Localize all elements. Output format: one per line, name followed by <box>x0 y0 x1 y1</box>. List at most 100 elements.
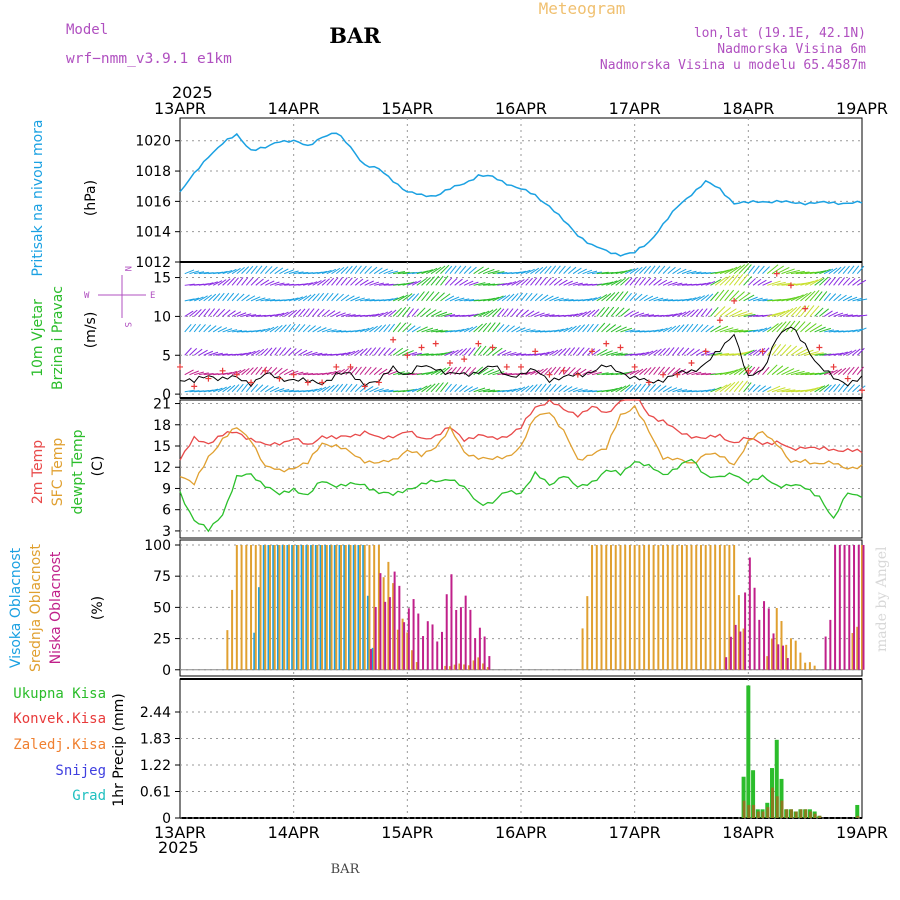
cloud-mid-bar <box>600 544 603 670</box>
wind-arrow <box>492 347 503 356</box>
wind-arrow <box>724 274 735 286</box>
wind-arrow <box>643 277 652 286</box>
wind-arrow <box>340 383 348 393</box>
wind-arrow <box>686 348 695 356</box>
wind-arrow <box>639 294 648 302</box>
wind-arrow <box>454 278 463 286</box>
wind-arrow <box>634 330 645 333</box>
cloud-high-bar <box>305 544 308 670</box>
wind-arrow <box>284 298 295 302</box>
wind-arrow <box>591 296 602 302</box>
wind-arrow <box>856 366 864 375</box>
wind-arrow <box>212 293 221 302</box>
wind-arrow <box>563 280 573 286</box>
compass-east: E <box>150 291 155 301</box>
cloud-low-bar <box>786 657 789 670</box>
wind-arrow <box>766 264 779 275</box>
cloud-mid-bar <box>268 544 271 670</box>
wind-arrow <box>781 283 796 286</box>
wind-arrow <box>610 352 623 356</box>
wind-arrow <box>501 282 512 286</box>
wind-gust-marker <box>603 340 610 347</box>
wind-arrow <box>568 281 579 286</box>
wind-arrow <box>809 352 824 356</box>
wind-arrow <box>525 384 534 393</box>
wind-arrow <box>790 346 803 356</box>
wind-gust-marker <box>177 363 183 370</box>
wind-arrow <box>842 367 851 376</box>
wind-arrow <box>539 351 550 356</box>
cloud-mid-bar <box>264 544 267 670</box>
wind-arrow <box>838 351 848 356</box>
wind-arrow <box>265 326 275 333</box>
wind-arrow <box>463 326 474 333</box>
wind-arrow <box>482 368 495 376</box>
wind-arrow <box>657 366 665 375</box>
wind-arrow <box>369 367 377 376</box>
sfctemp-title-label: SFC Temp <box>50 438 66 507</box>
wind-arrow <box>483 389 496 393</box>
cloud-low-bar <box>374 606 377 670</box>
cloud-low-bar <box>422 636 425 670</box>
wind-arrow <box>856 347 865 356</box>
cloud-mid-bar <box>273 544 276 670</box>
cloud-mid-bar <box>453 664 456 670</box>
wind-arrow <box>644 314 655 317</box>
cloud-low-bar <box>436 641 439 670</box>
wind-arrow <box>766 364 778 376</box>
cloud-mid-bar <box>467 665 470 670</box>
wind-arrow <box>568 325 577 333</box>
wind-arrow <box>582 347 590 356</box>
cloud-low-bar <box>450 574 453 670</box>
wind-arrow <box>378 283 389 286</box>
wind-arrow <box>577 283 588 286</box>
wind-arrow <box>378 347 386 356</box>
wind-arrow <box>497 349 507 356</box>
wind-arrow <box>719 268 734 275</box>
wind-arrow <box>449 296 460 302</box>
wind-arrow <box>473 345 482 356</box>
wind-arrow <box>771 281 786 286</box>
wind-arrow <box>658 279 668 286</box>
wind-arrow <box>492 322 501 333</box>
wind-arrow <box>478 367 489 376</box>
wind-arrow <box>369 347 377 356</box>
wind-arrow <box>857 298 868 302</box>
wind-arrow <box>804 279 819 286</box>
cloud-mid-bar <box>396 629 399 670</box>
wind-arrow <box>572 312 583 317</box>
cloud-low-bar <box>843 544 846 670</box>
wind-arrow <box>383 269 394 275</box>
wind-arrow <box>326 292 334 302</box>
cloud-mid-bar <box>619 544 622 670</box>
wind-arrow <box>747 278 756 286</box>
wind-arrow <box>648 384 656 393</box>
wind-arrow <box>525 310 535 317</box>
wind-arrow <box>411 352 422 356</box>
wind-arrow <box>440 312 453 317</box>
wind-arrow <box>809 324 823 333</box>
model-altitude-text: Nadmorska Visina u modelu 65.4587m <box>600 58 866 73</box>
wind-arrow <box>411 280 422 286</box>
wind-arrow <box>373 347 381 356</box>
wind-arrow <box>198 271 209 275</box>
cloud-mid-bar <box>804 662 807 670</box>
wind-arrow <box>691 308 699 317</box>
wind-arrow <box>601 293 612 302</box>
wind-arrow <box>184 369 194 376</box>
wind-arrow <box>549 296 559 302</box>
wind-arrow <box>800 349 814 356</box>
wind-arrow <box>198 324 206 333</box>
wind-arrow <box>397 372 410 376</box>
cloud-ytick-label: 25 <box>153 632 171 648</box>
wind-arrow <box>530 293 538 302</box>
wind-arrow <box>667 313 678 317</box>
wind-gust-marker <box>617 344 624 351</box>
wind-arrow <box>771 365 784 376</box>
wind-arrow <box>364 280 374 286</box>
cloud-mid-bar <box>861 544 863 670</box>
wind-arrow <box>828 293 837 302</box>
wind-arrow <box>246 295 256 302</box>
wind-arrow <box>303 372 314 376</box>
